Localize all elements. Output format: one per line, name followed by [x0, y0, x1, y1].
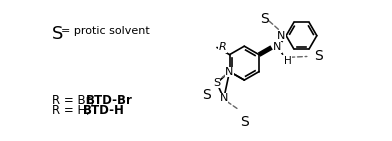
Text: N: N [273, 42, 281, 52]
Text: S: S [52, 25, 64, 43]
Text: S: S [213, 78, 220, 88]
Text: S: S [314, 49, 323, 63]
Text: R = H,: R = H, [52, 104, 94, 117]
Text: BTD-Br: BTD-Br [86, 94, 133, 107]
Text: R = Br,: R = Br, [52, 94, 98, 107]
Text: N: N [220, 93, 228, 103]
Text: BTD-H: BTD-H [83, 104, 125, 117]
Text: H: H [285, 57, 292, 66]
Text: S: S [202, 88, 211, 102]
Text: S: S [260, 12, 269, 26]
Text: N: N [277, 31, 285, 41]
Text: R: R [218, 42, 226, 52]
Text: N: N [225, 67, 234, 77]
Text: S: S [240, 115, 249, 129]
Text: = protic solvent: = protic solvent [62, 26, 150, 36]
